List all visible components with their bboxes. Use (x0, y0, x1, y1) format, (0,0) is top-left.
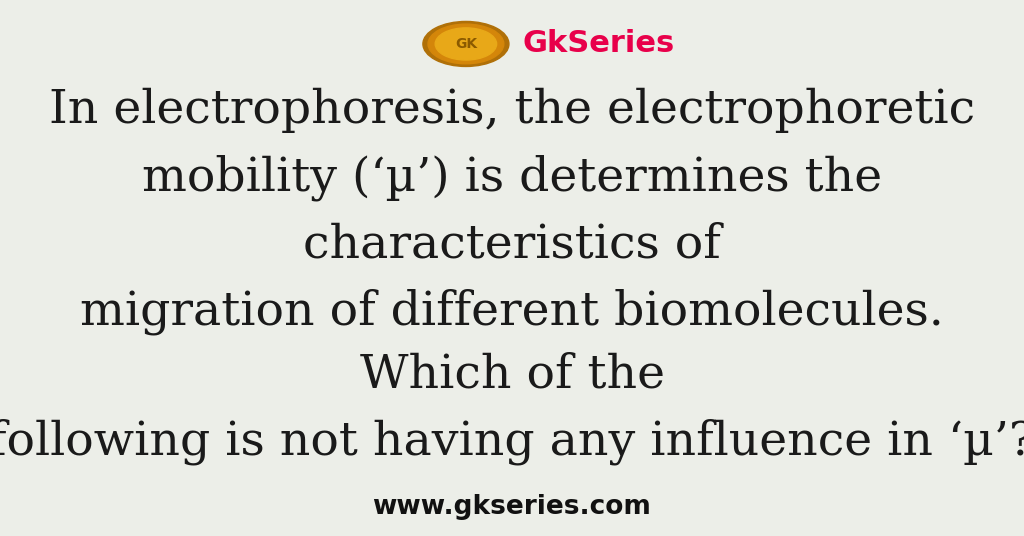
Text: following is not having any influence in ‘µ’?: following is not having any influence in… (0, 419, 1024, 465)
Circle shape (428, 24, 504, 64)
Text: In electrophoresis, the electrophoretic: In electrophoresis, the electrophoretic (49, 87, 975, 132)
Text: Which of the: Which of the (359, 353, 665, 398)
Circle shape (423, 21, 509, 66)
Text: migration of different biomolecules.: migration of different biomolecules. (80, 289, 944, 335)
Text: GkSeries: GkSeries (522, 29, 675, 58)
Text: characteristics of: characteristics of (303, 222, 721, 267)
Text: mobility (‘µ’) is determines the: mobility (‘µ’) is determines the (142, 155, 882, 201)
Text: www.gkseries.com: www.gkseries.com (373, 494, 651, 519)
Text: GK: GK (455, 37, 477, 51)
Circle shape (435, 28, 497, 60)
